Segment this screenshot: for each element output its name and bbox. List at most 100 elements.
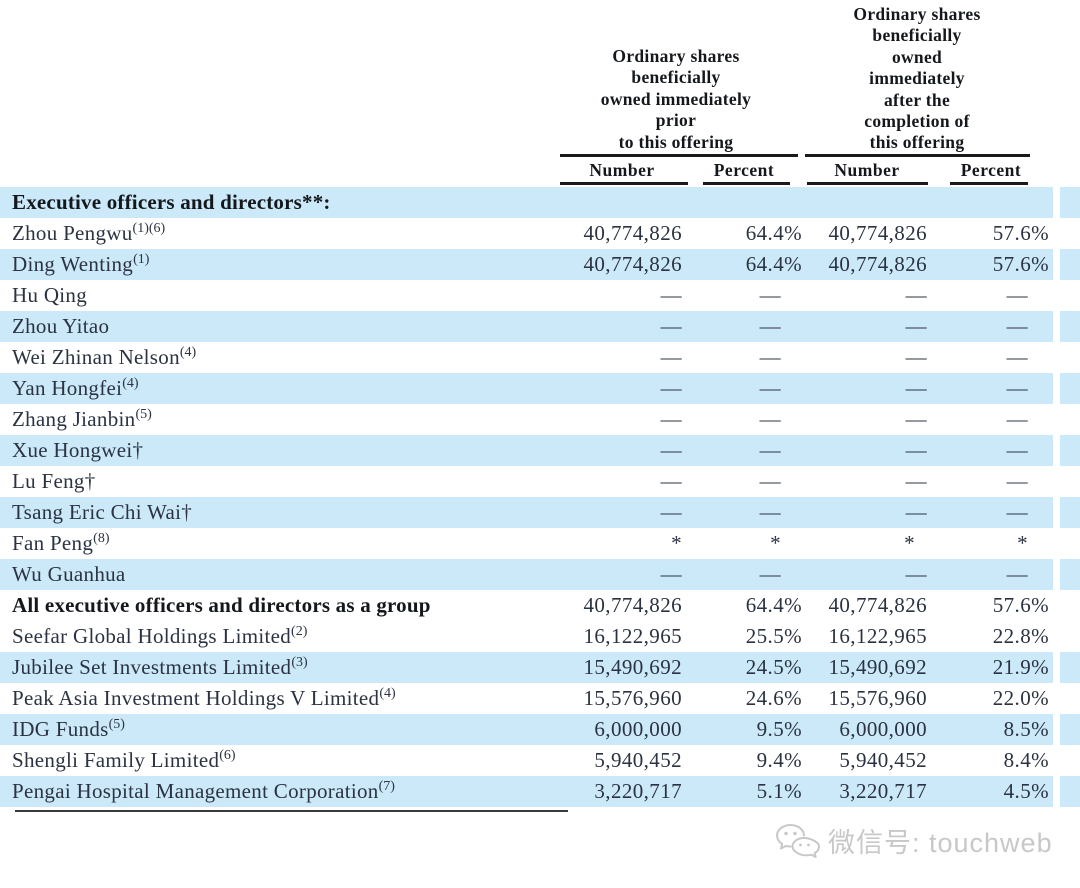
percent-after-cell: — xyxy=(1006,500,1028,524)
shareholder-name: Wei Zhinan Nelson(4) xyxy=(12,345,197,369)
table-row: Hu Qing — — — — xyxy=(0,280,1080,311)
shareholder-name: Wu Guanhua xyxy=(12,562,126,586)
table-row: Pengai Hospital Management Corporation(7… xyxy=(0,776,1080,807)
table-row: Tsang Eric Chi Wai† — — — — xyxy=(0,497,1080,528)
percent-prior-cell: — xyxy=(759,562,781,586)
number-prior-cell: 15,490,692 xyxy=(583,655,682,679)
shareholder-name: Zhou Yitao xyxy=(12,314,110,338)
percent-prior-cell xyxy=(682,187,802,218)
percent-after-cell: 57.6% xyxy=(992,593,1049,617)
percent-after-cell: — xyxy=(1006,438,1028,462)
number-prior-cell: — xyxy=(660,438,682,462)
header-prior-offering: Ordinary shares beneficially owned immedia… xyxy=(600,46,752,152)
percent-prior-cell: 24.6% xyxy=(745,686,802,710)
wechat-icon xyxy=(776,824,820,858)
number-after-cell: 40,774,826 xyxy=(828,593,927,617)
percent-prior-cell: * xyxy=(770,531,781,555)
number-prior-cell: 40,774,826 xyxy=(583,221,682,245)
shareholder-name: IDG Funds(5) xyxy=(12,717,125,741)
table-row: Wu Guanhua — — — — xyxy=(0,559,1080,590)
table-row: Zhou Yitao — — — — xyxy=(0,311,1080,342)
percent-prior-cell: 64.4% xyxy=(745,221,802,245)
column-label-percent-prior: Percent xyxy=(713,160,775,180)
number-prior-cell: 16,122,965 xyxy=(583,624,682,648)
table-row: Peak Asia Investment Holdings V Limited(… xyxy=(0,683,1080,714)
percent-prior-cell: 64.4% xyxy=(745,252,802,276)
number-after-cell: — xyxy=(905,345,927,369)
number-after-cell: 3,220,717 xyxy=(839,779,927,803)
number-after-cell: — xyxy=(905,376,927,400)
number-prior-cell: 40,774,826 xyxy=(583,593,682,617)
percent-after-cell: 57.6% xyxy=(992,221,1049,245)
percent-prior-cell: — xyxy=(759,376,781,400)
percent-prior-cell: — xyxy=(759,283,781,307)
rule-number-after xyxy=(807,182,928,185)
number-after-cell: * xyxy=(904,531,915,555)
shareholder-name: Peak Asia Investment Holdings V Limited(… xyxy=(12,686,396,710)
number-after-cell: 16,122,965 xyxy=(828,624,927,648)
number-after-cell: 15,490,692 xyxy=(828,655,927,679)
percent-prior-cell: 24.5% xyxy=(745,655,802,679)
table-row: IDG Funds(5) 6,000,000 9.5% 6,000,000 8.… xyxy=(0,714,1080,745)
percent-after-cell: 8.5% xyxy=(1003,717,1049,741)
number-prior-cell: 6,000,000 xyxy=(594,717,682,741)
right-edge-gutter xyxy=(1053,187,1060,807)
table-body: Executive officers and directors**: Zhou… xyxy=(0,187,1080,807)
rule-after-group xyxy=(805,154,1030,157)
shareholder-name: Seefar Global Holdings Limited(2) xyxy=(12,624,308,648)
table-row: Yan Hongfei(4) — — — — xyxy=(0,373,1080,404)
percent-prior-cell: — xyxy=(759,407,781,431)
column-label-percent-after: Percent xyxy=(960,160,1022,180)
number-prior-cell: * xyxy=(671,531,682,555)
percent-after-cell xyxy=(927,187,1049,218)
number-prior-cell xyxy=(557,187,682,218)
percent-after-cell: — xyxy=(1006,283,1028,307)
percent-after-cell: — xyxy=(1006,376,1028,400)
shareholder-name: Pengai Hospital Management Corporation(7… xyxy=(12,779,395,803)
number-after-cell: — xyxy=(905,438,927,462)
table-row: Fan Peng(8) * * * * xyxy=(0,528,1080,559)
column-label-number-after: Number xyxy=(834,160,900,180)
shareholder-name: Fan Peng(8) xyxy=(12,531,110,555)
table-row: Ding Wenting(1) 40,774,826 64.4% 40,774,… xyxy=(0,249,1080,280)
table-row: Lu Feng† — — — — xyxy=(0,466,1080,497)
shareholder-name: All executive officers and directors as … xyxy=(12,593,431,617)
table-row: Xue Hongwei† — — — — xyxy=(0,435,1080,466)
shareholder-name: Zhou Pengwu(1)(6) xyxy=(12,221,166,245)
number-prior-cell: — xyxy=(660,345,682,369)
shareholder-name: Zhang Jianbin(5) xyxy=(12,407,152,431)
percent-prior-cell: — xyxy=(759,500,781,524)
percent-prior-cell: 64.4% xyxy=(745,593,802,617)
header-after-offering: Ordinary shares beneficially owned immediat… xyxy=(853,4,981,153)
number-prior-cell: — xyxy=(660,562,682,586)
percent-prior-cell: 25.5% xyxy=(745,624,802,648)
number-prior-cell: — xyxy=(660,407,682,431)
table-row: Wei Zhinan Nelson(4) — — — — xyxy=(0,342,1080,373)
shareholder-name: Yan Hongfei(4) xyxy=(12,376,139,400)
number-prior-cell: 5,940,452 xyxy=(594,748,682,772)
table-row: Executive officers and directors**: xyxy=(0,187,1080,218)
percent-prior-cell: 9.5% xyxy=(756,717,802,741)
percent-prior-cell: — xyxy=(759,345,781,369)
percent-after-cell: 57.6% xyxy=(992,252,1049,276)
shareholder-name: Shengli Family Limited(6) xyxy=(12,748,236,772)
number-after-cell: 40,774,826 xyxy=(828,221,927,245)
number-after-cell: 5,940,452 xyxy=(839,748,927,772)
percent-after-cell: — xyxy=(1006,314,1028,338)
rule-percent-after xyxy=(950,182,1028,185)
number-prior-cell: 40,774,826 xyxy=(583,252,682,276)
shareholder-name: Ding Wenting(1) xyxy=(12,252,150,276)
percent-after-cell: — xyxy=(1006,562,1028,586)
percent-after-cell: * xyxy=(1017,531,1028,555)
table-row: Seefar Global Holdings Limited(2) 16,122… xyxy=(0,621,1080,652)
number-prior-cell: — xyxy=(660,314,682,338)
number-prior-cell: — xyxy=(660,469,682,493)
number-after-cell: — xyxy=(905,314,927,338)
watermark: 微信号: touchweb xyxy=(774,820,1053,860)
percent-prior-cell: — xyxy=(759,314,781,338)
percent-after-cell: 4.5% xyxy=(1003,779,1049,803)
number-prior-cell: 15,576,960 xyxy=(583,686,682,710)
shareholder-name: Tsang Eric Chi Wai† xyxy=(12,500,193,524)
percent-after-cell: 21.9% xyxy=(992,655,1049,679)
